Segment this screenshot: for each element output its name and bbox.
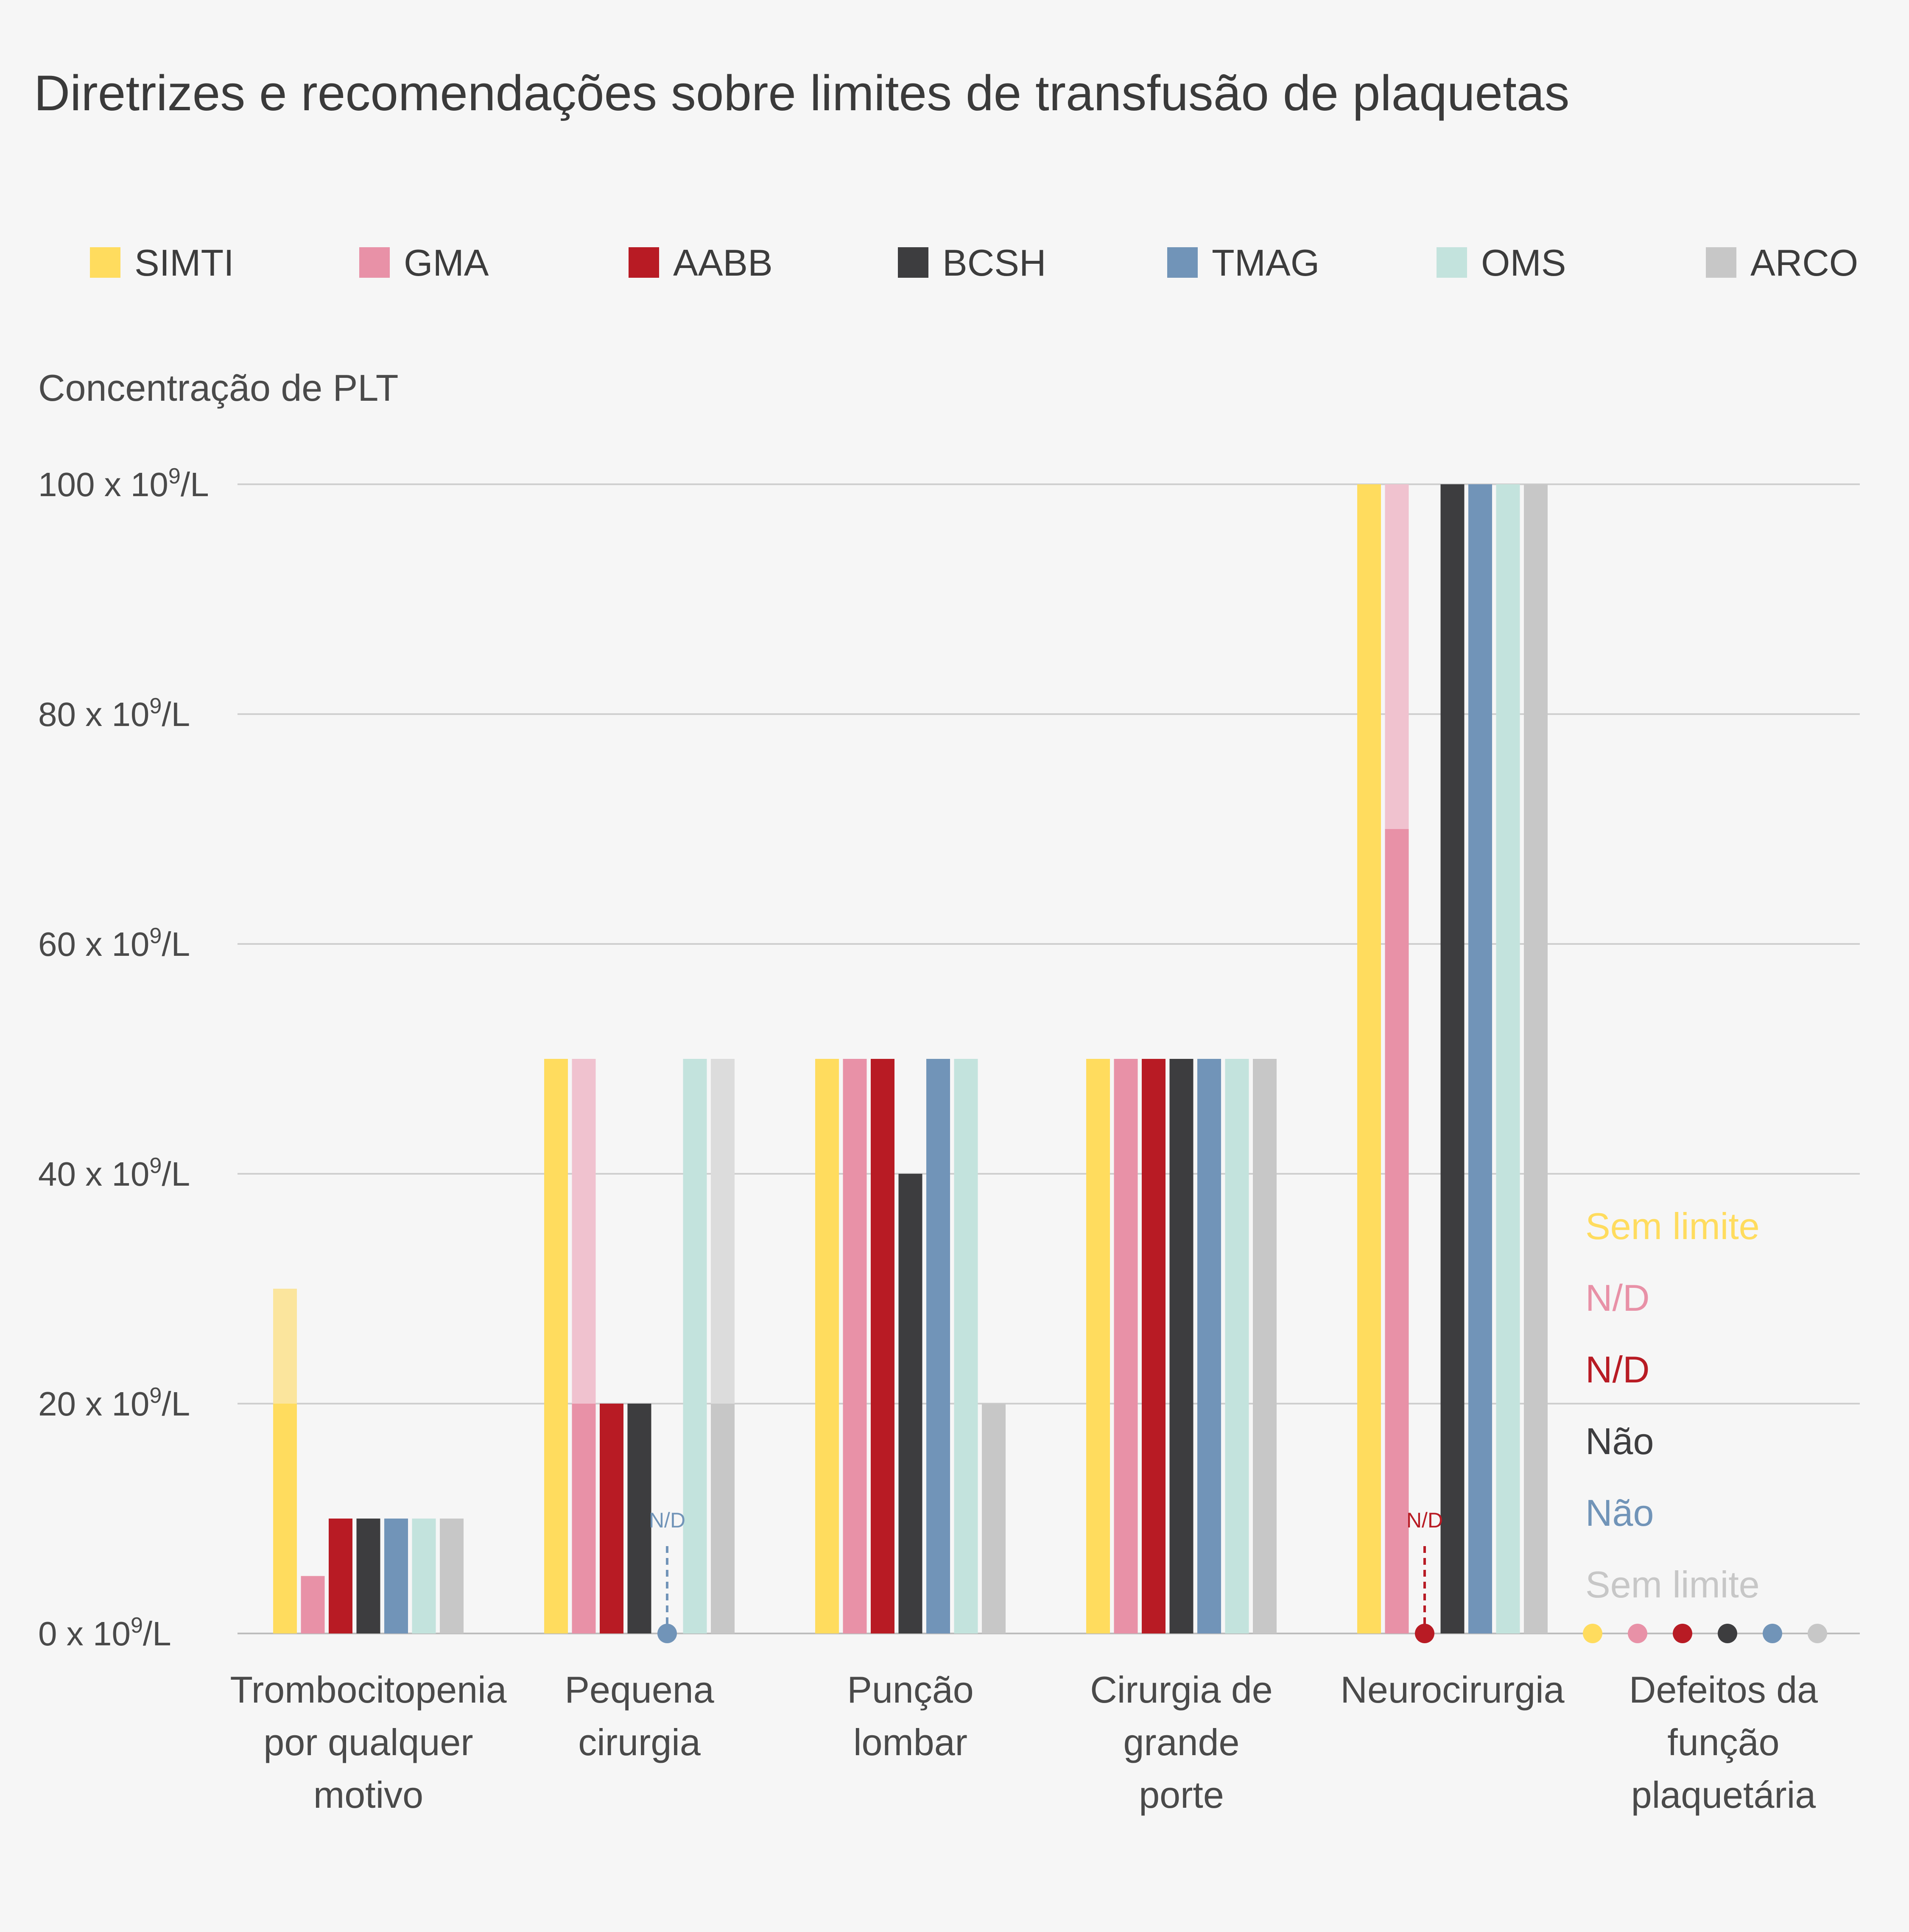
category-labels: Trombocitopenia por qualquer motivo Pequena… [230,1669,1818,1816]
category-label-0-1: por qualquer [263,1721,473,1763]
category-label-3-2: porte [1139,1774,1224,1816]
y-tick-label-40: 40 x 109/L [38,1153,190,1193]
bar-arco-1 [711,1404,735,1633]
legend-swatch-aabb [629,247,659,278]
defect-dot-aabb [1673,1624,1692,1643]
bar-tmag-4 [1468,484,1492,1633]
legend-swatch-arco [1706,247,1736,278]
defect-label-gma: N/D [1585,1277,1650,1319]
bar-tmag-2 [926,1059,950,1633]
y-tick-label-0: 0 x 109/L [38,1613,171,1653]
bars [273,484,1548,1633]
category-label-3-1: grande [1123,1721,1239,1763]
bar-simti-2 [815,1059,839,1633]
defect-dot-gma [1628,1624,1647,1643]
bar-upper-simti-0 [273,1289,297,1404]
bar-simti-1 [544,1059,568,1633]
defect-label-aabb: N/D [1585,1348,1650,1390]
chart-title: Diretrizes e recomendações sobre limites… [34,65,1570,121]
category-label-1-0: Pequena [565,1669,714,1711]
category-label-5-0: Defeitos da [1629,1669,1818,1711]
bar-upper-gma-1 [572,1059,596,1404]
y-tick-label-100: 100 x 109/L [38,464,209,503]
category-label-5-1: função [1667,1721,1779,1763]
legend-swatch-tmag [1167,247,1198,278]
bar-gma-4 [1385,829,1409,1633]
bar-aabb-2 [871,1059,894,1633]
bar-oms-1 [683,1059,707,1633]
bar-bcsh-0 [356,1519,380,1633]
bar-upper-arco-1 [711,1059,735,1404]
defect-label-tmag: Não [1585,1492,1654,1534]
bar-aabb-1 [600,1404,623,1633]
defect-dot-tmag [1763,1624,1782,1643]
defect-dot-simti [1583,1624,1602,1643]
bar-oms-3 [1225,1059,1249,1633]
category-label-2-0: Punção [847,1669,973,1711]
legend-label-tmag: TMAG [1212,242,1319,284]
defect-dot-bcsh [1718,1624,1737,1643]
legend-label-arco: ARCO [1750,242,1858,284]
nd-dot-tmag [657,1624,677,1643]
category-label-3-0: Cirurgia de [1090,1669,1272,1711]
legend-label-gma: GMA [404,242,489,284]
y-tick-label-80: 80 x 109/L [38,694,190,733]
y-tick-label-60: 60 x 109/L [38,924,190,963]
nd-label-aabb: N/D [1406,1508,1443,1532]
bar-tmag-0 [384,1519,408,1633]
bar-arco-0 [440,1519,464,1633]
legend-label-simti: SIMTI [134,242,234,284]
nd-markers: N/D N/D [649,1508,1443,1643]
y-tick-label-20: 20 x 109/L [38,1383,190,1423]
category-label-5-2: plaquetária [1631,1774,1816,1816]
bar-gma-0 [301,1576,325,1633]
legend-label-oms: OMS [1481,242,1566,284]
legend-swatch-oms [1437,247,1467,278]
bar-arco-3 [1253,1059,1277,1633]
bar-arco-2 [982,1404,1006,1633]
bar-bcsh-2 [898,1174,922,1633]
bar-simti-4 [1357,484,1381,1633]
bar-simti-3 [1086,1059,1110,1633]
legend-swatch-bcsh [898,247,928,278]
nd-dot-aabb [1415,1624,1434,1643]
bar-aabb-3 [1142,1059,1166,1633]
legend-swatch-gma [359,247,390,278]
category-label-0-2: motivo [313,1774,423,1816]
bar-oms-4 [1496,484,1520,1633]
defect-label-arco: Sem limite [1585,1563,1760,1605]
y-axis-ticks: 0 x 109/L 20 x 109/L 40 x 109/L 60 x 109/L 8… [38,464,209,1653]
defects-annotation: Sem limite N/D N/D Não Não Sem limite [1583,1205,1827,1643]
legend: SIMTI GMA AABB BCSH TMAG OMS ARCO [90,242,1858,284]
legend-swatch-simti [90,247,120,278]
category-label-4-0: Neurocirurgia [1340,1669,1564,1711]
defect-dot-arco [1808,1624,1827,1643]
bar-oms-0 [412,1519,436,1633]
category-label-2-1: lombar [853,1721,967,1763]
bar-oms-2 [954,1059,978,1633]
legend-label-bcsh: BCSH [942,242,1046,284]
y-axis-label: Concentração de PLT [38,367,399,409]
nd-label-tmag: N/D [649,1508,685,1532]
legend-label-aabb: AABB [673,242,773,284]
bar-bcsh-3 [1169,1059,1193,1633]
category-label-1-1: cirurgia [578,1721,701,1763]
bar-gma-1 [572,1404,596,1633]
bar-upper-gma-4 [1385,484,1409,829]
defect-label-bcsh: Não [1585,1420,1654,1462]
defect-label-simti: Sem limite [1585,1205,1760,1247]
bar-bcsh-4 [1440,484,1465,1633]
bar-gma-2 [843,1059,867,1633]
bar-arco-4 [1524,484,1548,1633]
bar-aabb-0 [329,1519,352,1633]
bar-tmag-3 [1197,1059,1221,1633]
bar-simti-0 [273,1404,297,1633]
bar-gma-3 [1114,1059,1138,1633]
category-label-0-0: Trombocitopenia [230,1669,506,1711]
bar-bcsh-1 [627,1404,651,1633]
